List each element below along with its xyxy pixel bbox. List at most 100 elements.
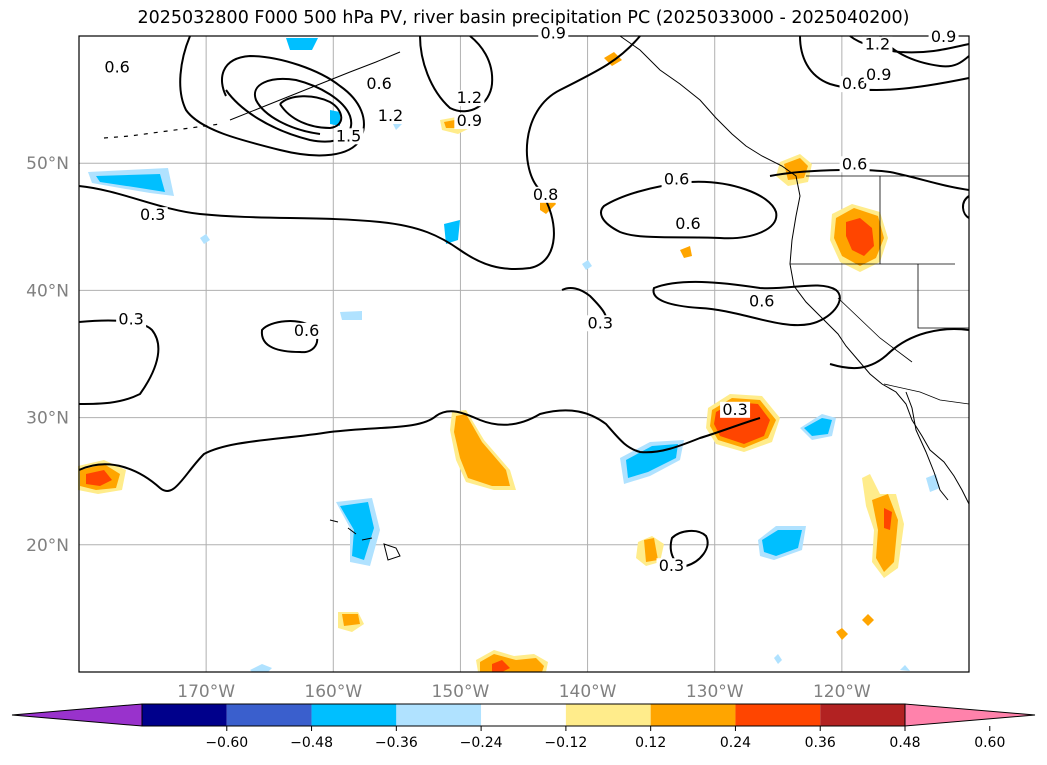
neg-precip-area [762,530,802,556]
colorbar-tick-label: −0.60 [205,735,248,751]
coastlines [103,35,970,561]
neg-precip-area [200,234,210,244]
neg-precip-area [392,122,402,130]
lat-tick-label: 40°N [26,281,69,301]
colorbar-segment [565,704,651,726]
contour-label-bg [454,90,485,107]
colorbar-tick-label: 0.24 [720,735,751,751]
contour-label-bg [530,186,561,203]
pos-precip-area [836,628,848,640]
contour-label: 0.6 [749,292,774,311]
neg-precip-area [804,418,832,436]
pos-precip-area [846,218,874,256]
contour-label: 0.6 [366,74,391,93]
colorbar-tick-label: −0.36 [375,735,418,751]
contour-label-bg [102,59,133,76]
contour-label-bg [661,171,692,188]
contour-label-bg [839,76,870,93]
colorbar-tick-label: 0.36 [805,735,836,751]
map-title: 2025032800 F000 500 hPa PV, river basin … [137,8,910,28]
neg-precip-area [250,664,272,672]
lon-tick-label: 150°W [432,682,490,702]
contour-label-bg [862,36,893,53]
map-background [79,36,969,672]
neg-precip-area [340,311,362,320]
pos-precip-area [784,158,808,180]
pv-contour [799,35,970,91]
neg-precip-area [286,38,318,50]
contour-label-bg [656,558,687,575]
contour-label-bg [585,315,616,332]
contour-labels: 0.3 0.3 0.6 0.6 0.6 1.5 1.2 1.2 0.9 0.9 0.8 0.6 0.6 0… [102,23,959,575]
contour-label-bg [928,29,959,46]
contour-label: 0.6 [664,170,689,189]
pos-precip-area [454,414,510,486]
contour-label: 1.2 [457,88,482,107]
colorbar-tick-label: 0.60 [974,735,1005,751]
longitude-labels: 170°W 160°W 150°W 140°W 130°W 120°W [177,682,871,702]
contour-label-bg [746,293,777,310]
pos-precip-area [342,614,360,626]
colorbar-extend-high [904,703,1036,727]
contour-label: 0.3 [722,400,747,419]
colorbar-tick-label: −0.24 [460,735,503,751]
contour-label-bg [375,107,406,124]
pv-contour [260,320,319,354]
neg-precip-area [330,110,340,126]
pv-contour [829,328,970,370]
colorbar-segment [226,704,312,726]
contour-label: 0.6 [842,74,867,93]
lon-tick-label: 120°W [813,682,871,702]
lat-tick-label: 30°N [26,409,69,429]
latitude-labels: 50°N 40°N 30°N 20°N [26,154,69,556]
contour-label-bg [673,216,704,233]
pv-contour [769,168,970,191]
pv-contour [652,280,841,327]
neg-precip-area [774,654,782,664]
pos-precip-area [492,660,510,672]
contour-label: 0.9 [866,65,891,84]
baja-peninsula [905,391,949,501]
contour-label: 0.3 [659,556,684,575]
contour-label: 0.8 [533,185,558,204]
lon-tick-label: 130°W [686,682,744,702]
contour-label: 0.6 [675,214,700,233]
contour-label-bg [839,156,870,173]
colorbar-segment [735,704,821,726]
lat-tick-label: 50°N [26,154,69,174]
contour-label-bg [720,401,751,418]
colorbar-segment [396,704,482,726]
contour-label-bg [137,207,168,224]
contour-label: 0.6 [842,154,867,173]
contour-label-bg [333,128,364,145]
lon-tick-label: 170°W [177,682,235,702]
map-frame [78,35,970,673]
contour-label-bg [863,67,894,84]
neg-precip-area [626,444,678,478]
colorbar-tick-label: 0.48 [889,735,920,751]
contour-label-bg [454,113,485,130]
contour-label: 1.2 [378,106,403,125]
pos-precip-area [86,470,112,486]
pv-contour [279,95,343,130]
contour-label: 0.9 [931,27,956,46]
colorbar: −0.60 −0.48 −0.36 −0.24 −0.12 0.12 0.24 0.36 0.4… [11,703,1036,751]
colorbar-segment [650,704,736,726]
contour-label: 0.3 [118,309,143,328]
mexico-border [883,383,970,405]
pos-precip-area [644,538,658,562]
precip-shading [78,38,940,672]
colorbar-outline [141,703,906,727]
lat-tick-label: 20°N [26,536,69,556]
pv-contour [849,35,970,54]
colorbar-tick-label: −0.48 [290,735,333,751]
colorbar-extend-low [11,703,143,727]
lon-tick-label: 160°W [304,682,362,702]
contour-label: 0.6 [294,321,319,340]
colorbar-segment [820,704,905,726]
lon-tick-label: 140°W [559,682,617,702]
contour-label: 1.5 [336,126,361,145]
contour-label: 0.3 [588,313,613,332]
pv-contour [669,530,709,568]
